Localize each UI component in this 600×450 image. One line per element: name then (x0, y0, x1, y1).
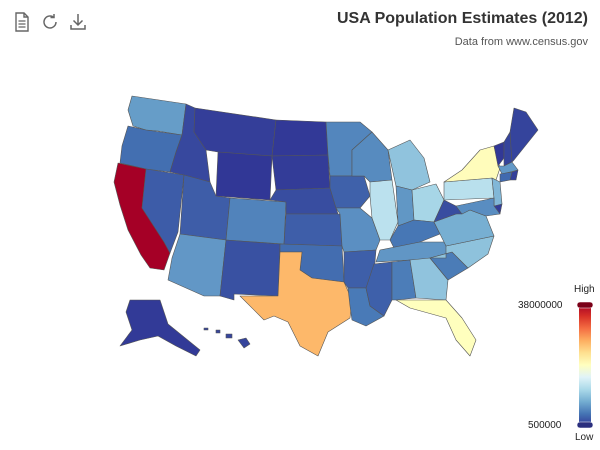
state-colorado[interactable]: Colorado (225, 197, 287, 245)
legend-max-handle[interactable] (577, 302, 593, 309)
state-south-dakota[interactable]: South Dakota (271, 154, 331, 191)
legend-max-value: 38000000 (518, 300, 563, 311)
state-connecticut[interactable]: Connecticut (499, 171, 513, 183)
legend-min-handle[interactable] (577, 421, 593, 428)
legend-color-scale[interactable] (577, 302, 593, 428)
state-new-york[interactable]: New York (443, 145, 501, 183)
legend-min-value: 500000 (528, 420, 562, 431)
state-north-dakota[interactable]: North Dakota (271, 119, 329, 157)
toolbar (10, 10, 90, 34)
state-maryland[interactable]: Maryland (455, 197, 501, 217)
state-texas[interactable]: Texas (239, 251, 353, 357)
state-kansas[interactable]: Kansas (283, 213, 343, 247)
map-title: USA Population Estimates (2012) (336, 10, 588, 27)
states-layer: WashingtonOregonCaliforniaNevadaIdahoMon… (113, 95, 539, 357)
download-icon[interactable] (66, 10, 90, 34)
state-indiana[interactable]: Indiana (395, 185, 415, 227)
state-alaska[interactable]: Alaska (119, 299, 201, 357)
state-new-mexico[interactable]: New Mexico (219, 239, 281, 301)
state-alabama[interactable]: Alabama (391, 259, 417, 301)
state-wyoming[interactable]: Wyoming (215, 151, 273, 201)
state-arizona[interactable]: Arizona (167, 233, 227, 297)
legend-low-label: Low (575, 432, 594, 443)
state-north-carolina[interactable]: North Carolina (429, 235, 495, 269)
map-subtitle: Data from www.census.gov (454, 36, 588, 48)
refresh-icon[interactable] (38, 10, 62, 34)
state-iowa[interactable]: Iowa (329, 175, 371, 209)
state-illinois[interactable]: Illinois (369, 179, 399, 241)
document-icon[interactable] (10, 10, 34, 34)
state-maine[interactable]: Maine (509, 107, 539, 163)
legend-high-label: High (574, 284, 595, 295)
state-florida[interactable]: Florida (395, 299, 477, 357)
state-montana[interactable]: Montana (193, 107, 277, 157)
state-massachusetts[interactable]: Massachusetts (497, 161, 519, 175)
state-michigan[interactable]: Michigan (387, 139, 431, 191)
state-hawaii[interactable]: Hawaii (203, 327, 251, 349)
